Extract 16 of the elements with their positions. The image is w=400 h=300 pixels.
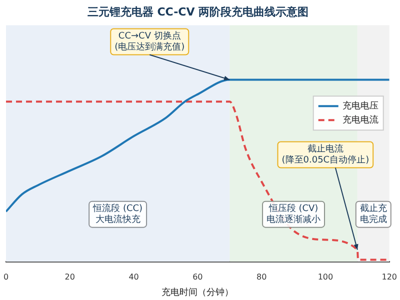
annotation: 截止电流(降至0.05C自动停止): [282, 144, 370, 166]
x-tick-label: 20: [64, 272, 75, 282]
legend-label: 充电电流: [342, 114, 378, 126]
x-tick-label: 40: [128, 272, 139, 282]
band-label: 恒压段 (CV)电流逐渐减小: [266, 203, 321, 226]
chart-title: 三元锂充电器 CC-CV 两阶段充电曲线示意图: [87, 5, 309, 18]
x-tick-label: 120: [382, 272, 398, 282]
legend-label: 充电电压: [342, 100, 378, 112]
annotation: CC→CV 切换点(电压达到满充值): [114, 30, 185, 53]
x-tick-label: 100: [318, 272, 334, 282]
band-label: 恒流段 (CC)大电流快充: [92, 203, 143, 226]
x-axis-title: 充电时间（分钟）: [162, 286, 234, 298]
x-tick-label: 0: [3, 272, 9, 282]
x-tick-label: 80: [256, 272, 267, 282]
x-tick-label: 60: [192, 272, 203, 282]
band-label: 截止充电完成: [360, 203, 387, 226]
